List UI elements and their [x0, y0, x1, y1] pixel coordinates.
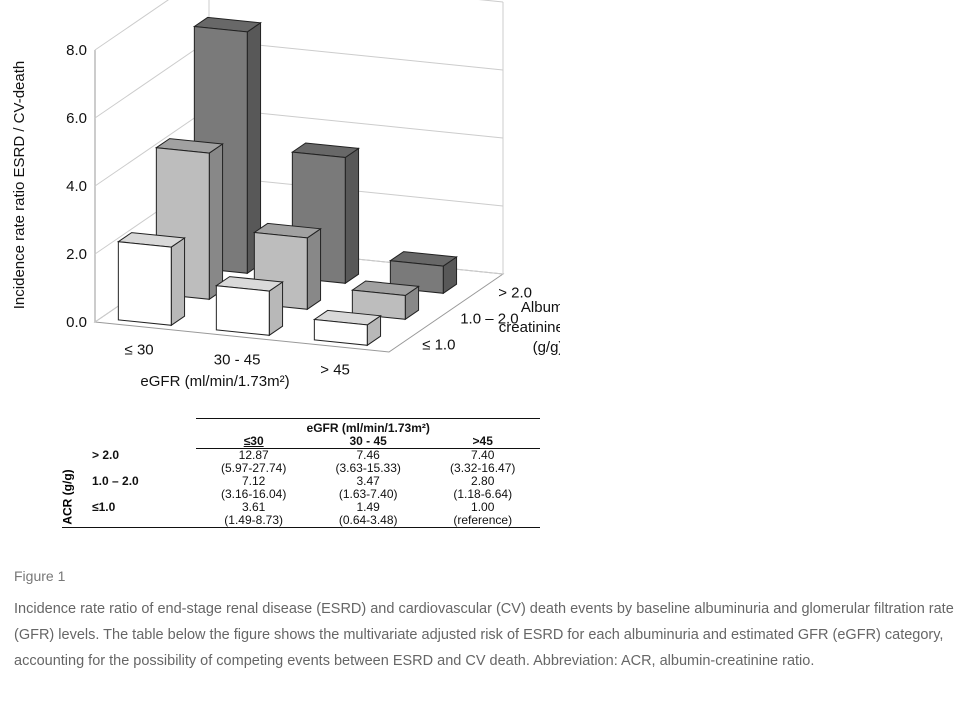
table-row: (3.16-16.04) (1.63-7.40) (1.18-6.64) — [62, 488, 540, 501]
cell: 1.00 — [471, 500, 495, 514]
cell: (3.32-16.47) — [450, 461, 516, 475]
table-row: 1.0 – 2.0 7.12 3.47 2.80 — [62, 475, 540, 488]
cell: (1.49-8.73) — [196, 514, 311, 528]
row-label: 1.0 – 2.0 — [92, 474, 139, 488]
cell: 7.12 — [241, 474, 266, 488]
grid-line — [94, 0, 504, 51]
column-header: ≤30 — [196, 435, 311, 449]
y-tick-label: 2.0 — [66, 246, 87, 263]
cell: (reference) — [425, 514, 540, 528]
z-tick-label: 1.0 – 2.0 — [460, 311, 518, 328]
bar-front — [313, 318, 368, 346]
bar — [350, 280, 420, 321]
cell: 3.47 — [356, 474, 380, 488]
cell: 1.49 — [356, 500, 380, 514]
y-tick-label: 8.0 — [66, 42, 87, 59]
grid-line — [94, 39, 504, 119]
z-axis-label: (g/g) — [533, 339, 560, 356]
column-header: >45 — [425, 435, 540, 449]
table-row: ≤1.0 3.61 1.49 1.00 — [62, 501, 540, 514]
table-row: > 2.0 12.87 7.46 7.40 — [62, 447, 540, 463]
cell: 7.40 — [471, 448, 495, 462]
y-tick-label: 0.0 — [66, 314, 87, 331]
chart: Incidence rate ratio ESRD / CV-death eGF… — [11, 0, 560, 390]
bar-side — [208, 143, 224, 301]
cell: (3.16-16.04) — [220, 487, 287, 501]
row-label: ≤1.0 — [92, 500, 116, 514]
z-axis-label: Albumin — [521, 299, 560, 316]
bar-side — [344, 147, 360, 285]
table-row: (1.49-8.73) (0.64-3.48) (reference) — [62, 514, 540, 528]
table-row: ≤30 30 - 45 >45 — [62, 435, 540, 449]
bar-front — [215, 285, 270, 336]
caption: Incidence rate ratio of end-stage renal … — [14, 601, 954, 669]
bar — [214, 276, 284, 337]
table-row: eGFR (ml/min/1.73m²) — [62, 418, 540, 436]
bar — [116, 232, 186, 327]
table: eGFR (ml/min/1.73m²) ≤30 30 - 45 >45 > 2.0 12… — [62, 418, 540, 528]
cell: (0.64-3.48) — [310, 514, 426, 528]
cell: (1.18-6.64) — [453, 487, 513, 501]
x-tick-label: 30 - 45 — [214, 352, 261, 369]
bar-side — [170, 237, 186, 327]
blank — [62, 435, 196, 449]
blank — [62, 419, 196, 436]
cell: (3.63-15.33) — [335, 461, 401, 475]
row-label: > 2.0 — [92, 447, 120, 462]
table-row: (5.97-27.74) (3.63-15.33) (3.32-16.47) — [62, 462, 540, 475]
y-tick-label: 4.0 — [66, 178, 87, 195]
cell: (1.63-7.40) — [338, 487, 398, 501]
cell: 2.80 — [471, 474, 495, 488]
column-header: 30 - 45 — [310, 435, 426, 449]
cell: (5.97-27.74) — [220, 461, 287, 475]
blank — [62, 488, 196, 501]
bar-front — [117, 241, 172, 326]
z-axis-label: creatinine ratio — [499, 319, 560, 336]
bar-front — [351, 289, 406, 320]
z-tick-label: ≤ 1.0 — [422, 337, 455, 354]
y-axis-label: Incidence rate ratio ESRD / CV-death — [11, 61, 28, 309]
bar-side — [306, 227, 322, 311]
bar — [312, 309, 382, 347]
cell: 7.46 — [356, 448, 380, 462]
table-title: eGFR (ml/min/1.73m²) — [196, 418, 540, 435]
x-tick-label: ≤ 30 — [125, 342, 154, 359]
cell: 3.61 — [241, 500, 266, 514]
x-tick-label: > 45 — [320, 362, 350, 379]
figure-label: Figure 1 — [14, 568, 66, 584]
cell: 12.87 — [238, 448, 269, 462]
x-axis-label: eGFR (ml/min/1.73m²) — [140, 373, 289, 390]
z-tick-label: > 2.0 — [498, 285, 532, 302]
y-tick-label: 6.0 — [66, 110, 87, 127]
blank — [62, 514, 197, 528]
